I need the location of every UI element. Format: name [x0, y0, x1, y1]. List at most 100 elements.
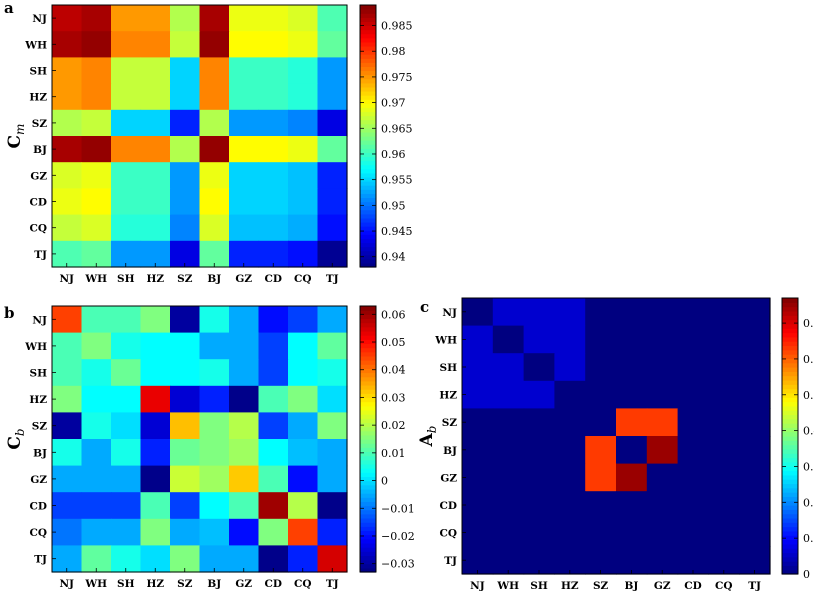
heatmap-cell-sh-bj	[199, 57, 230, 85]
colorbar-segment	[360, 318, 376, 324]
colorbar-segment	[360, 542, 376, 548]
heatmap-cell-cq-bj	[616, 518, 648, 547]
heatmap-cell-sz-sh	[111, 109, 142, 137]
heatmap-cell-nj-sh	[111, 306, 142, 334]
heatmap-cell-sz-sh	[111, 412, 142, 440]
heatmap-cell-sz-wh	[81, 412, 112, 440]
colorbar-segment	[360, 501, 376, 507]
heatmap-cell-bj-cq	[288, 439, 319, 467]
heatmap-cell-sh-sz	[170, 359, 201, 387]
y-tick-label-sh: SH	[29, 368, 47, 380]
colorbar-segment	[360, 547, 376, 552]
colorbar-segment	[782, 513, 798, 519]
heatmap-cell-cq-cq	[708, 518, 740, 547]
x-tick-label-bj: BJ	[207, 578, 221, 590]
heatmap-cell-bj-tj	[317, 439, 348, 467]
y-tick-label-cd: CD	[30, 501, 47, 513]
heatmap-cell-wh-tj	[317, 332, 348, 360]
heatmap-cell-hz-cq	[708, 380, 740, 409]
y-tick-label-sh: SH	[439, 362, 457, 374]
heatmap-cell-wh-cq	[288, 31, 319, 58]
heatmap-cell-sh-sh	[111, 359, 142, 387]
x-tick-label-bj: BJ	[207, 273, 221, 285]
x-tick-label-wh: WH	[84, 273, 107, 285]
heatmap-cell-sh-wh	[492, 353, 525, 382]
heatmap-cell-cd-cd	[258, 188, 289, 216]
colorbar-segment	[360, 530, 376, 536]
y-axis-label-subscript: b	[13, 428, 27, 436]
heatmap-cell-gz-wh	[492, 463, 525, 492]
colorbar-tick-label-2: −0.01	[381, 502, 415, 515]
colorbar-segment	[782, 565, 798, 571]
heatmap-cell-sz-gz	[646, 408, 679, 437]
heatmap-cell-hz-wh	[81, 385, 112, 413]
heatmap-cell-sz-hz	[140, 412, 171, 440]
colorbar-segment	[782, 470, 798, 476]
colorbar-tick-label-1: −0.02	[381, 530, 415, 543]
heatmap-cell-cd-wh	[492, 491, 525, 520]
heatmap-cell-wh-cd	[258, 31, 289, 58]
colorbar-segment	[360, 21, 376, 27]
colorbar-segment	[360, 230, 376, 235]
heatmap-cell-wh-nj	[52, 332, 83, 360]
heatmap-cell-hz-sz	[170, 385, 201, 413]
colorbar-segment	[360, 364, 376, 369]
heatmap-cell-sz-wh	[492, 408, 525, 437]
colorbar-segment	[782, 509, 798, 515]
heatmap-cell-sz-cd	[258, 109, 289, 137]
colorbar-segment	[360, 13, 376, 18]
colorbar-segment	[782, 306, 798, 312]
x-tick-label-hz: HZ	[146, 578, 164, 590]
heatmap-cell-cq-sh	[111, 518, 142, 546]
x-tick-label-cd: CD	[265, 578, 282, 590]
heatmap-cell-tj-sz	[585, 546, 617, 575]
colorbar-frame	[781, 297, 799, 575]
heatmap-cell-cd-bj	[616, 491, 648, 520]
heatmap-cell-sh-tj	[317, 57, 348, 85]
colorbar-segment	[360, 197, 376, 203]
heatmap-cell-hz-tj	[317, 385, 348, 413]
heatmap-cell-sz-tj	[317, 412, 348, 440]
colorbar-segment	[360, 426, 376, 432]
heatmap-cell-cq-sz	[585, 518, 617, 547]
heatmap-cell-nj-tj	[317, 5, 348, 32]
x-tick-label-cd: CD	[265, 273, 282, 285]
heatmap-cell-bj-gz	[229, 136, 260, 163]
colorbar-segment	[782, 543, 798, 549]
colorbar-segment	[360, 459, 376, 465]
heatmap-cell-cq-wh	[492, 518, 525, 547]
heatmap-cell-gz-gz	[229, 162, 260, 189]
heatmap-cell-nj-sz	[585, 298, 617, 327]
y-axis-label-main: C	[5, 135, 25, 149]
heatmap-cell-gz-nj	[52, 162, 83, 189]
x-tick-label-sh: SH	[117, 273, 135, 285]
heatmap-cell-sh-nj	[52, 57, 83, 85]
colorbar-segment	[782, 298, 798, 303]
heatmap-cell-wh-cq	[288, 332, 319, 360]
panel-a: NJ WH SH HZ SZ BJ GZ CD CQ TJ NJ WH SH HZ SZ BJ GZ CD CQ TJ…	[4, 0, 413, 285]
colorbar-segment	[782, 384, 798, 390]
heatmap-cell-nj-sh	[523, 298, 555, 327]
heatmap-cell-bj-hz	[140, 136, 171, 163]
colorbar-segment	[360, 505, 376, 511]
colorbar-tick-label-7: 0.975	[381, 71, 413, 84]
colorbar-segment	[360, 384, 376, 390]
heatmap-cell-wh-hz	[554, 325, 586, 354]
colorbar-segment	[782, 474, 798, 480]
y-axis-label-subscript: b	[425, 426, 439, 434]
x-tick-label-bj: BJ	[624, 580, 638, 592]
heatmap-cell-sz-cq	[288, 412, 319, 440]
colorbar-segment	[782, 466, 798, 472]
heatmap-cell-cq-cd	[258, 518, 289, 546]
colorbar-tick-label-5: 0.02	[381, 419, 406, 432]
heatmap-cell-gz-cq	[288, 162, 319, 189]
colorbar-segment	[360, 99, 376, 104]
colorbar-segment	[360, 451, 376, 457]
heatmap-cell-wh-gz	[229, 31, 260, 58]
heatmap-cell-hz-tj	[317, 83, 348, 111]
heatmap-cell-hz-gz	[646, 380, 679, 409]
colorbar-segment	[782, 440, 798, 446]
colorbar-segment	[360, 538, 376, 544]
colorbar-segment	[360, 526, 376, 532]
heatmap-cell-cq-gz	[646, 518, 679, 547]
